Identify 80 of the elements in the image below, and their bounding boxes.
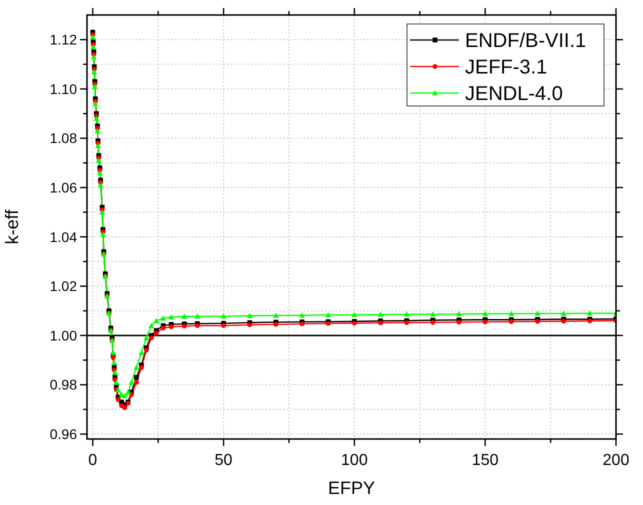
point <box>273 312 279 318</box>
point <box>154 330 159 336</box>
x-tick-label: 200 <box>602 452 630 469</box>
point <box>110 355 116 360</box>
point <box>246 312 253 318</box>
point <box>138 350 144 356</box>
point <box>534 310 540 316</box>
point <box>144 348 149 353</box>
point <box>90 54 97 60</box>
point <box>160 315 166 321</box>
point <box>116 397 121 402</box>
y-tick-label: 1.06 <box>50 179 78 196</box>
point <box>168 324 174 330</box>
point <box>144 335 150 340</box>
y-tick-label: 1.08 <box>50 130 78 146</box>
legend-label: JENDL-4.0 <box>465 83 563 105</box>
point <box>482 310 488 316</box>
point <box>139 365 144 370</box>
point <box>153 318 160 324</box>
point <box>90 34 96 40</box>
point <box>508 310 514 316</box>
point <box>96 170 103 176</box>
point <box>181 314 188 319</box>
legend-label: ENDF/B-VII.1 <box>465 30 586 52</box>
point <box>168 314 174 320</box>
point <box>148 322 154 328</box>
point <box>125 389 131 395</box>
point <box>99 209 106 215</box>
point <box>92 84 98 89</box>
point <box>94 128 100 134</box>
point <box>122 405 128 410</box>
legend-label: JEFF-3.1 <box>465 56 548 78</box>
point <box>404 311 410 317</box>
x-tick-label: 150 <box>472 452 499 469</box>
point <box>430 320 436 325</box>
point <box>111 360 118 365</box>
y-tick-label: 1.02 <box>50 278 78 294</box>
point <box>182 324 187 328</box>
point <box>456 320 462 325</box>
point <box>112 370 118 375</box>
point <box>160 326 166 330</box>
point <box>586 310 593 316</box>
point <box>430 311 436 317</box>
point <box>128 379 134 385</box>
point <box>299 312 305 318</box>
point <box>113 379 120 385</box>
point <box>119 403 124 408</box>
point <box>90 44 96 50</box>
point <box>94 116 100 121</box>
point <box>91 68 98 74</box>
point <box>352 312 358 318</box>
x-tick-label: 0 <box>88 452 98 469</box>
point <box>134 364 140 370</box>
x-tick-label: 100 <box>341 452 368 469</box>
point <box>220 313 226 319</box>
point <box>100 232 106 237</box>
point <box>115 386 122 392</box>
point <box>95 142 101 148</box>
point <box>456 311 462 316</box>
point <box>221 323 226 328</box>
y-tick-label: 1.10 <box>50 80 78 97</box>
y-tick-label: 1.12 <box>50 32 78 48</box>
point <box>378 312 384 317</box>
point <box>134 374 139 380</box>
point <box>482 320 488 324</box>
point <box>194 313 200 319</box>
y-tick-label: 1.00 <box>50 327 78 344</box>
y-tick-label: 0.98 <box>50 376 78 393</box>
point <box>148 336 154 340</box>
point <box>560 310 567 316</box>
y-tick-label: 1.04 <box>50 228 78 245</box>
x-tick-label: 50 <box>214 452 233 469</box>
y-tick-label: 0.96 <box>50 426 78 442</box>
point <box>325 312 332 318</box>
point <box>122 392 128 398</box>
point <box>134 380 139 385</box>
y-axis-title: k-eff <box>2 208 22 244</box>
point <box>92 100 98 106</box>
point <box>96 158 102 163</box>
x-axis-title: EFPY <box>328 478 376 498</box>
